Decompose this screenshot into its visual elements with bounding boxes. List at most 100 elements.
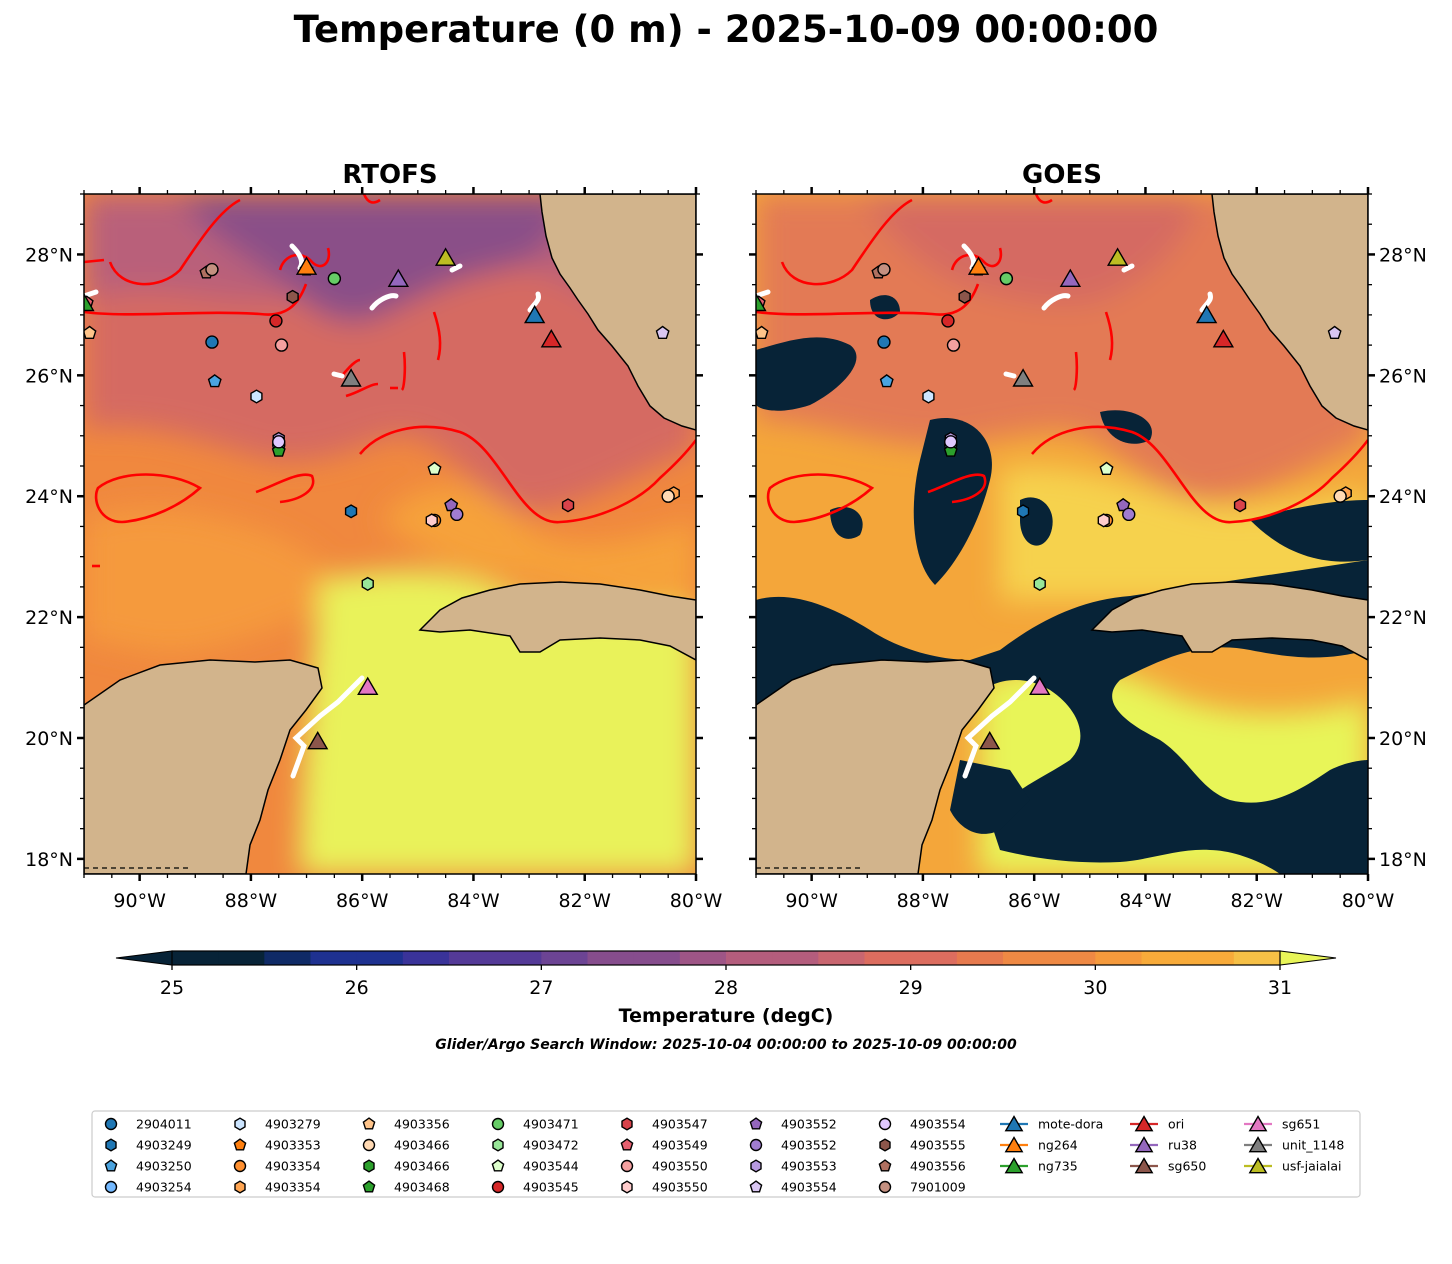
marker-7901009 xyxy=(205,262,219,277)
legend-item-4903356: 4903356 xyxy=(362,1117,450,1132)
legend-marker xyxy=(491,1180,505,1194)
legend-item-4903466: 4903466 xyxy=(362,1138,450,1153)
legend-marker xyxy=(1134,1136,1154,1153)
marker-4903249 xyxy=(1016,504,1030,519)
colorbar-tick-label: 27 xyxy=(529,977,553,999)
colorbar-bin xyxy=(633,951,681,965)
marker-4903466 xyxy=(1333,489,1347,503)
colorbar-bin xyxy=(402,951,450,965)
map-panel-rtofs: RTOFS xyxy=(25,160,722,912)
colorbar-bin xyxy=(772,951,819,965)
marker-4903554 xyxy=(944,435,958,449)
legend-marker xyxy=(1004,1157,1024,1174)
legend-marker xyxy=(1248,1136,1268,1153)
lat-tick-label: 28°N xyxy=(1379,244,1427,266)
legend-marker xyxy=(105,1138,117,1152)
colorbar-bin xyxy=(310,951,358,965)
marker-4903554 xyxy=(272,435,286,449)
marker-4903279 xyxy=(922,389,935,404)
legend-label: ng735 xyxy=(1038,1159,1078,1174)
legend-marker xyxy=(878,1180,892,1194)
marker-sg651 xyxy=(1029,676,1051,695)
marker-2904011 xyxy=(877,335,891,349)
legend-label: 4903552 xyxy=(781,1138,837,1153)
legend-label: 4903547 xyxy=(652,1117,708,1132)
legend-label: 4903354 xyxy=(265,1180,321,1195)
lon-tick-label: 84°W xyxy=(447,890,500,912)
legend-item-4903553: 4903553 xyxy=(750,1159,837,1174)
legend-item-4903552: 4903552 xyxy=(749,1117,837,1132)
legend-marker xyxy=(1134,1157,1154,1174)
legend-label: 2904011 xyxy=(136,1117,192,1132)
colorbar-bin xyxy=(818,951,866,965)
marker-4903550 xyxy=(425,513,438,528)
lon-tick-label: 86°W xyxy=(1008,890,1061,912)
legend-marker xyxy=(878,1159,892,1172)
platform-markers-rtofs xyxy=(84,247,680,750)
land-goes xyxy=(756,194,1368,874)
lon-tick-label: 86°W xyxy=(336,890,389,912)
colorbar-bin xyxy=(587,951,635,965)
marker-ru38 xyxy=(387,268,410,287)
legend-marker xyxy=(233,1138,247,1151)
legend-label: 4903544 xyxy=(523,1159,579,1174)
legend-item-4903552: 4903552 xyxy=(749,1138,837,1153)
figure-title: Temperature (0 m) - 2025-10-09 00:00:00 xyxy=(294,8,1159,51)
colorbar-bin xyxy=(864,951,912,965)
legend-label: sg651 xyxy=(1282,1117,1320,1132)
colorbar-tick-label: 28 xyxy=(714,977,738,999)
marker-4903550 xyxy=(274,338,289,352)
colorbar-tick-label: 30 xyxy=(1083,977,1107,999)
colorbar-bin xyxy=(726,951,773,965)
legend-label: 7901009 xyxy=(910,1180,966,1195)
marker-sg650 xyxy=(979,730,1001,750)
marker-unit_1148 xyxy=(1012,368,1034,387)
marker-4903544 xyxy=(1099,461,1114,475)
legend-item-ori: ori xyxy=(1130,1115,1184,1132)
lat-tick-label: 24°N xyxy=(1379,486,1427,508)
marker-4903544 xyxy=(427,461,442,475)
marker-4903545 xyxy=(941,314,955,328)
legend-marker xyxy=(363,1159,375,1173)
legend-marker xyxy=(491,1117,505,1131)
legend-marker xyxy=(233,1159,247,1173)
legend-item-4903254: 4903254 xyxy=(104,1180,192,1195)
legend-label: sg650 xyxy=(1168,1159,1206,1174)
lat-tick-label: 18°N xyxy=(25,849,73,871)
legend-item-unit_1148: unit_1148 xyxy=(1244,1136,1344,1153)
marker-4903472 xyxy=(1033,576,1046,592)
map-panel-goes: GOES xyxy=(749,160,1427,912)
colorbar-extend-min xyxy=(115,950,173,966)
legend-item-4903466: 4903466 xyxy=(363,1159,450,1174)
legend-item-4903547: 4903547 xyxy=(621,1117,708,1132)
legend-label: 4903550 xyxy=(652,1180,708,1195)
colorbar-tick-label: 25 xyxy=(160,977,184,999)
legend-item-4903279: 4903279 xyxy=(234,1117,321,1132)
legend-item-4903353: 4903353 xyxy=(233,1138,321,1153)
marker-2904011 xyxy=(205,335,219,349)
legend-marker xyxy=(749,1180,763,1193)
legend-label: ru38 xyxy=(1168,1138,1197,1153)
lat-tick-label: 20°N xyxy=(25,728,73,750)
legend-label: mote-dora xyxy=(1038,1117,1103,1132)
legend-marker xyxy=(749,1117,763,1130)
lat-tick-label: 18°N xyxy=(1379,849,1427,871)
lon-tick-label: 88°W xyxy=(225,890,278,912)
legend-label: 4903279 xyxy=(265,1117,321,1132)
colorbar-bin xyxy=(218,951,265,965)
legend-label: 4903466 xyxy=(394,1159,450,1174)
marker-4903471 xyxy=(327,271,342,286)
marker-mote-dora xyxy=(523,304,546,324)
marker-ru38 xyxy=(1059,268,1082,287)
legend-label: 4903554 xyxy=(910,1117,966,1132)
legend-item-4903554: 4903554 xyxy=(749,1180,837,1195)
legend-label: 4903552 xyxy=(781,1117,837,1132)
legend-marker xyxy=(491,1159,505,1172)
legend-marker xyxy=(620,1159,634,1173)
legend-label: 4903550 xyxy=(652,1159,708,1174)
legend-label: 4903466 xyxy=(394,1138,450,1153)
legend-label: usf-jaialai xyxy=(1282,1159,1342,1174)
marker-4903466 xyxy=(661,489,675,503)
lon-tick-label: 82°W xyxy=(558,890,611,912)
marker-ng735 xyxy=(756,292,767,312)
